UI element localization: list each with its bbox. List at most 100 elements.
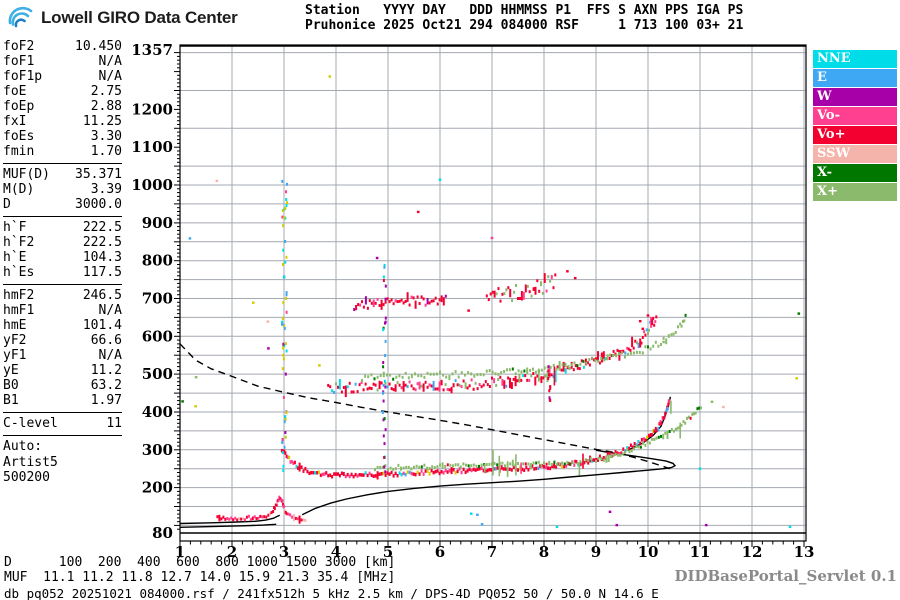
legend-item-nne: NNE [813,50,897,68]
x-tick-label: 7 [487,543,497,561]
param-value: N/A [98,54,122,69]
param-row: h`Es 117.5 [3,265,122,280]
param-label: h`F2 [3,235,35,250]
param-row: foE 2.75 [3,84,122,99]
header-columns: Station YYYY DAY DDD HHMMSS P1 FFS S AXN… [305,3,744,18]
parameter-panel: foF2 10.450 foF1 N/A foF1p N/A foE 2.75 foEp 2.88… [3,39,122,486]
param-label: hmF1 [3,303,35,318]
param-value: 101.4 [82,318,122,333]
param-row: C-level 11 [3,416,122,431]
param-row: h`E 104.3 [3,250,122,265]
legend-item-w: W [813,88,897,106]
param-label: D [3,197,11,212]
x-tick-label: 1 [175,543,185,561]
station-header: Station YYYY DAY DDD HHMMSS P1 FFS S AXN… [305,3,743,33]
param-row: foF2 10.450 [3,39,122,54]
param-row: yF1 N/A [3,348,122,363]
param-label: hmE [3,318,27,333]
x-tick-label: 8 [539,543,549,561]
y-tick-label: 200 [142,479,173,497]
param-row: hmF1 N/A [3,303,122,318]
param-value: 3.30 [90,129,122,144]
param-value: 222.5 [82,220,122,235]
x-tick-label: 9 [591,543,601,561]
x-tick-label: 11 [690,543,711,561]
param-divider [3,163,122,164]
legend-item-e: E [813,69,897,87]
y-tick-label: 600 [142,327,173,345]
param-value: 11.25 [82,114,122,129]
measurement-info-line: db pq052 20251021 084000.rsf / 241fx512h… [4,586,659,600]
param-label: yF1 [3,348,27,363]
y-tick-label: 1000 [131,176,173,194]
param-row: MUF(D) 35.371 [3,167,122,182]
param-divider [3,412,122,413]
legend-item-ssw: SSW [813,145,897,163]
muf-table: D 100 200 400 600 800 1000 1500 3000 [km… [4,555,395,585]
param-label: h`E [3,250,27,265]
f-profile-loop [301,449,677,516]
param-value: 117.5 [82,265,122,280]
param-label: B1 [3,393,19,408]
autoscaling-line: 500200 [3,470,50,485]
x-tick-label: 10 [638,543,659,561]
x-tick-label: 13 [794,543,815,561]
param-row: h`F 222.5 [3,220,122,235]
giro-wave-icon [8,6,33,28]
autoscaling-line: Auto: [3,439,43,454]
param-value: 222.5 [82,235,122,250]
header-values: Pruhonice 2025 Oct21 294 084000 RSF 1 71… [305,18,744,33]
x-tick-label: 12 [742,543,763,561]
legend-item-xplus: X+ [813,183,897,201]
x-tick-label: 5 [383,543,393,561]
param-row: yE 11.2 [3,363,122,378]
legend-item-voplus: Vo+ [813,126,897,144]
antenna-direction-legend: NNE E W Vo- Vo+ SSW X- X+ [813,50,897,202]
y-tick-label: 1100 [131,138,173,156]
param-row: foEp 2.88 [3,99,122,114]
param-row: fmin 1.70 [3,144,122,159]
param-value: N/A [98,303,122,318]
param-row: M(D) 3.39 [3,182,122,197]
param-label: yE [3,363,19,378]
y-tick-label: 500 [142,365,173,383]
param-divider [3,284,122,285]
param-label: foF1 [3,54,35,69]
y-tick-label: 800 [142,252,173,270]
param-label: B0 [3,378,19,393]
param-label: fmin [3,144,35,159]
param-value: 2.88 [90,99,122,114]
muf-row: MUF 11.1 11.2 11.8 12.7 14.0 15.9 21.3 3… [4,570,396,585]
param-value: 1.97 [90,393,122,408]
param-row: fxI 11.25 [3,114,122,129]
param-label: h`F [3,220,27,235]
legend-item-vominus: Vo- [813,107,897,125]
param-label: foE [3,84,27,99]
param-row: yF2 66.6 [3,333,122,348]
param-value: 66.6 [90,333,122,348]
x-tick-label: 6 [435,543,445,561]
param-value: 35.371 [75,167,122,182]
param-value: 104.3 [82,250,122,265]
param-label: foEs [3,129,35,144]
legend-item-xminus: X- [813,164,897,182]
param-divider [3,435,122,436]
logo-text: Lowell GIRO Data Center [41,8,238,27]
y-tick-label: 80 [152,524,173,542]
param-label: hmF2 [3,288,35,303]
param-label: h`Es [3,265,35,280]
param-row: B1 1.97 [3,393,122,408]
param-row: foEs 3.30 [3,129,122,144]
e-profile-upper [179,514,281,525]
param-row: foF1p N/A [3,69,122,84]
param-value: 11 [106,416,122,431]
x-tick-label: 3 [279,543,289,561]
param-value: N/A [98,69,122,84]
param-value: 3000.0 [75,197,122,212]
param-divider [3,216,122,217]
param-value: 246.5 [82,288,122,303]
param-value: N/A [98,348,122,363]
y-tick-label: 1357 [131,41,173,59]
e-profile-lower [179,523,277,528]
